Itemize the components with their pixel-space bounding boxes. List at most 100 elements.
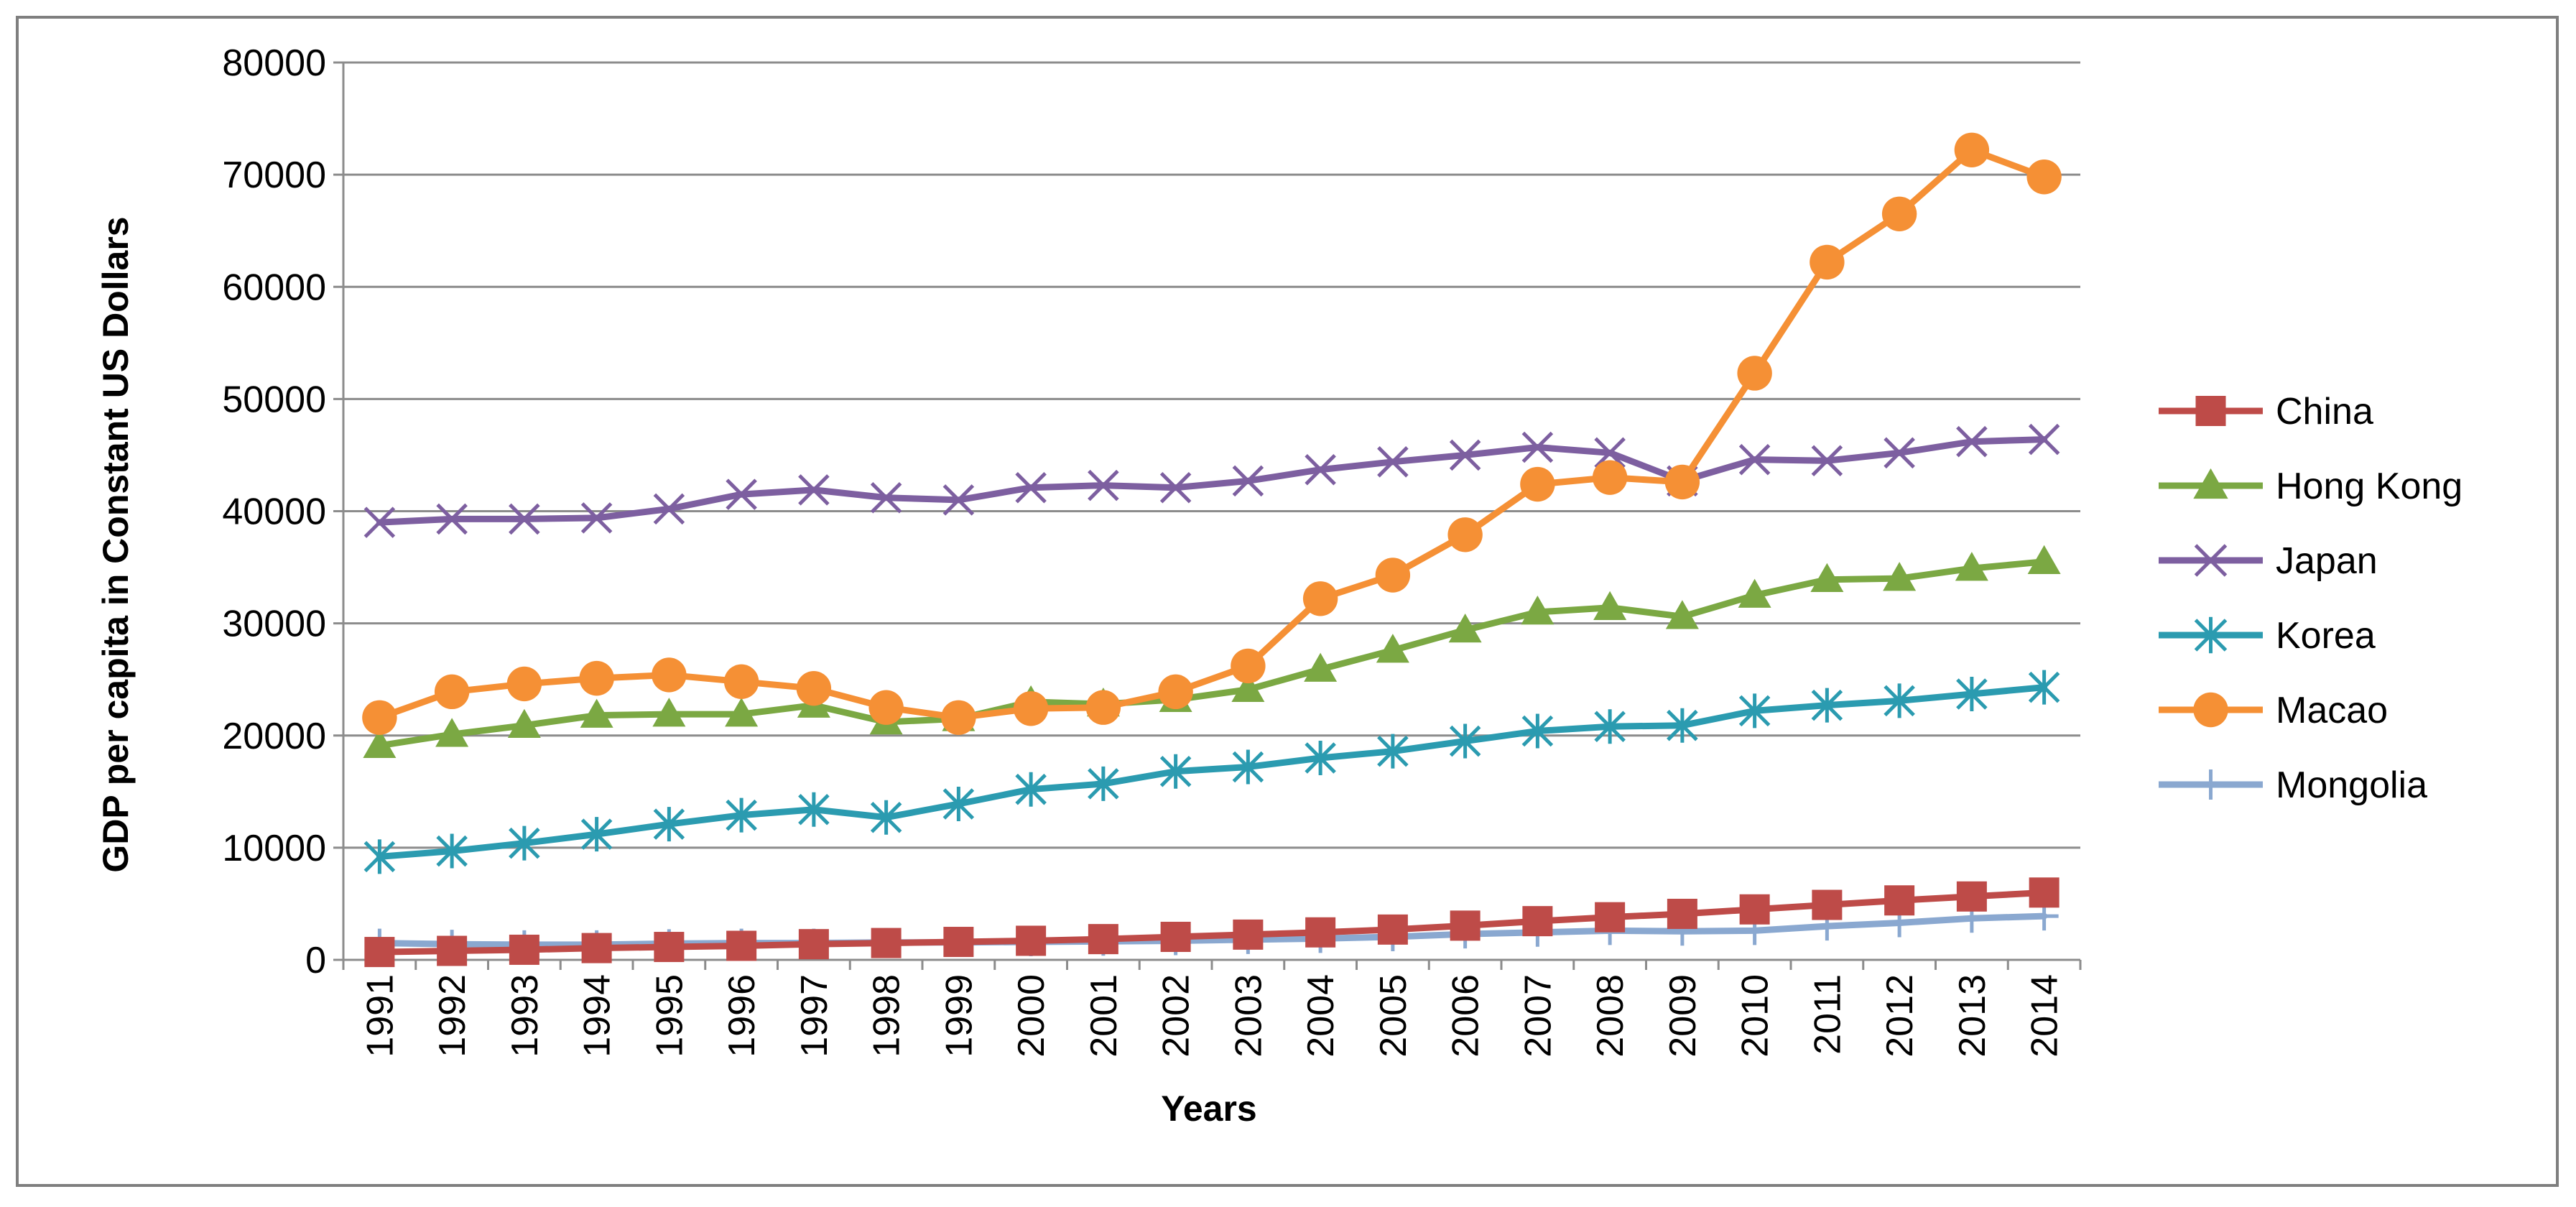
y-tick-label: 10000 [222,828,326,869]
data-point-hong-kong [1448,613,1482,643]
data-point-china [654,932,685,963]
legend-marker-china [2195,396,2226,426]
x-axis-title: Years [1161,1088,1256,1129]
data-point-hong-kong [1738,578,1771,608]
data-point-hong-kong [1810,563,1844,592]
data-point-japan [1956,425,1988,458]
y-tick-label: 50000 [222,379,326,420]
data-point-macao [723,664,759,700]
data-point-china [1016,925,1047,956]
data-point-hong-kong [580,698,613,728]
data-point-macao [1737,356,1772,391]
data-point-korea [580,817,613,852]
legend-marker-japan [2194,544,2228,577]
x-tick-label: 2006 [1445,974,1487,1058]
data-point-china [871,928,902,958]
data-point-korea [1305,740,1336,775]
data-point-japan [1449,439,1481,471]
data-point-china [798,929,829,960]
data-point-china [437,935,468,966]
data-point-hong-kong [435,718,469,747]
data-point-china [1377,914,1408,945]
data-point-japan [942,484,975,516]
data-point-japan [1088,469,1119,501]
data-point-macao [652,657,687,693]
data-point-japan [1738,443,1771,476]
data-point-japan [1377,446,1409,478]
data-point-japan [1521,431,1554,463]
x-tick-label: 2003 [1228,974,1269,1058]
x-tick-label: 2001 [1083,974,1125,1058]
data-point-japan [1305,453,1336,486]
data-point-japan [1811,445,1843,477]
legend-item-japan: Japan [2159,540,2378,582]
data-point-macao [1085,690,1121,725]
legend-label-macao: Macao [2276,690,2388,731]
data-point-korea [1232,749,1264,785]
data-point-macao [1158,674,1193,710]
x-tick-label: 2012 [1879,974,1921,1058]
data-point-korea [653,807,685,842]
y-tick-label: 30000 [222,604,326,645]
data-point-korea [509,826,540,861]
x-tick-label: 2005 [1373,974,1414,1058]
x-tick-label: 2002 [1156,974,1197,1058]
data-point-macao [1520,466,1555,502]
data-point-china [1812,889,1843,920]
series-group [362,132,2062,968]
data-point-china [364,937,395,968]
series-line-korea [376,684,2048,860]
data-point-korea [1884,683,1915,718]
data-point-macao [1664,464,1700,500]
x-tick-label: 1994 [577,974,618,1058]
data-point-korea [1159,754,1192,789]
data-point-macao [1881,196,1917,231]
x-tick-label: 2008 [1590,974,1631,1058]
data-point-korea [798,792,830,827]
data-point-china [1739,894,1770,925]
data-point-korea [436,833,468,869]
x-tick-label: 2013 [1952,974,1993,1058]
series-china [364,877,2060,968]
x-tick-label: 2011 [1807,974,1848,1055]
y-tick-label: 60000 [222,267,326,308]
data-point-macao [506,666,542,702]
data-point-hong-kong [1376,634,1409,663]
data-point-korea [726,797,757,833]
data-point-macao [796,670,832,706]
legend-label-hong-kong: Hong Kong [2276,466,2463,507]
data-point-china [1522,906,1553,937]
data-point-japan [1594,437,1626,469]
legend-item-mongolia: Mongolia [2159,764,2427,806]
data-point-japan [1884,437,1915,469]
data-point-china [1595,902,1626,933]
data-point-china [581,933,612,963]
x-tick-label: 2007 [1517,974,1559,1058]
data-point-korea [1088,766,1119,801]
data-point-hong-kong [1665,600,1699,629]
data-point-japan [363,507,396,538]
legend-label-japan: Japan [2276,540,2378,582]
data-point-macao [1810,244,1845,280]
series-line-hong-kong [376,558,2048,749]
chart-frame [16,16,2559,1187]
data-point-korea [1594,709,1626,744]
data-point-hong-kong [1955,552,1988,581]
data-point-macao [579,660,614,696]
x-tick-label: 2014 [2024,974,2066,1058]
data-point-macao [434,674,470,710]
data-point-japan [653,493,685,525]
series-japan [363,423,2060,538]
legend-item-china: China [2159,391,2373,433]
x-tick-label: 1992 [432,974,473,1058]
series-macao [362,132,2062,735]
data-point-macao [1231,648,1266,684]
data-point-macao [1447,517,1483,552]
y-tick-label: 0 [305,940,326,981]
data-point-hong-kong [725,698,759,727]
legend-label-korea: Korea [2276,615,2376,657]
data-point-japan [1232,465,1264,497]
data-point-japan [1159,471,1192,504]
data-point-china [1305,917,1336,948]
series-line-japan [376,436,2048,526]
